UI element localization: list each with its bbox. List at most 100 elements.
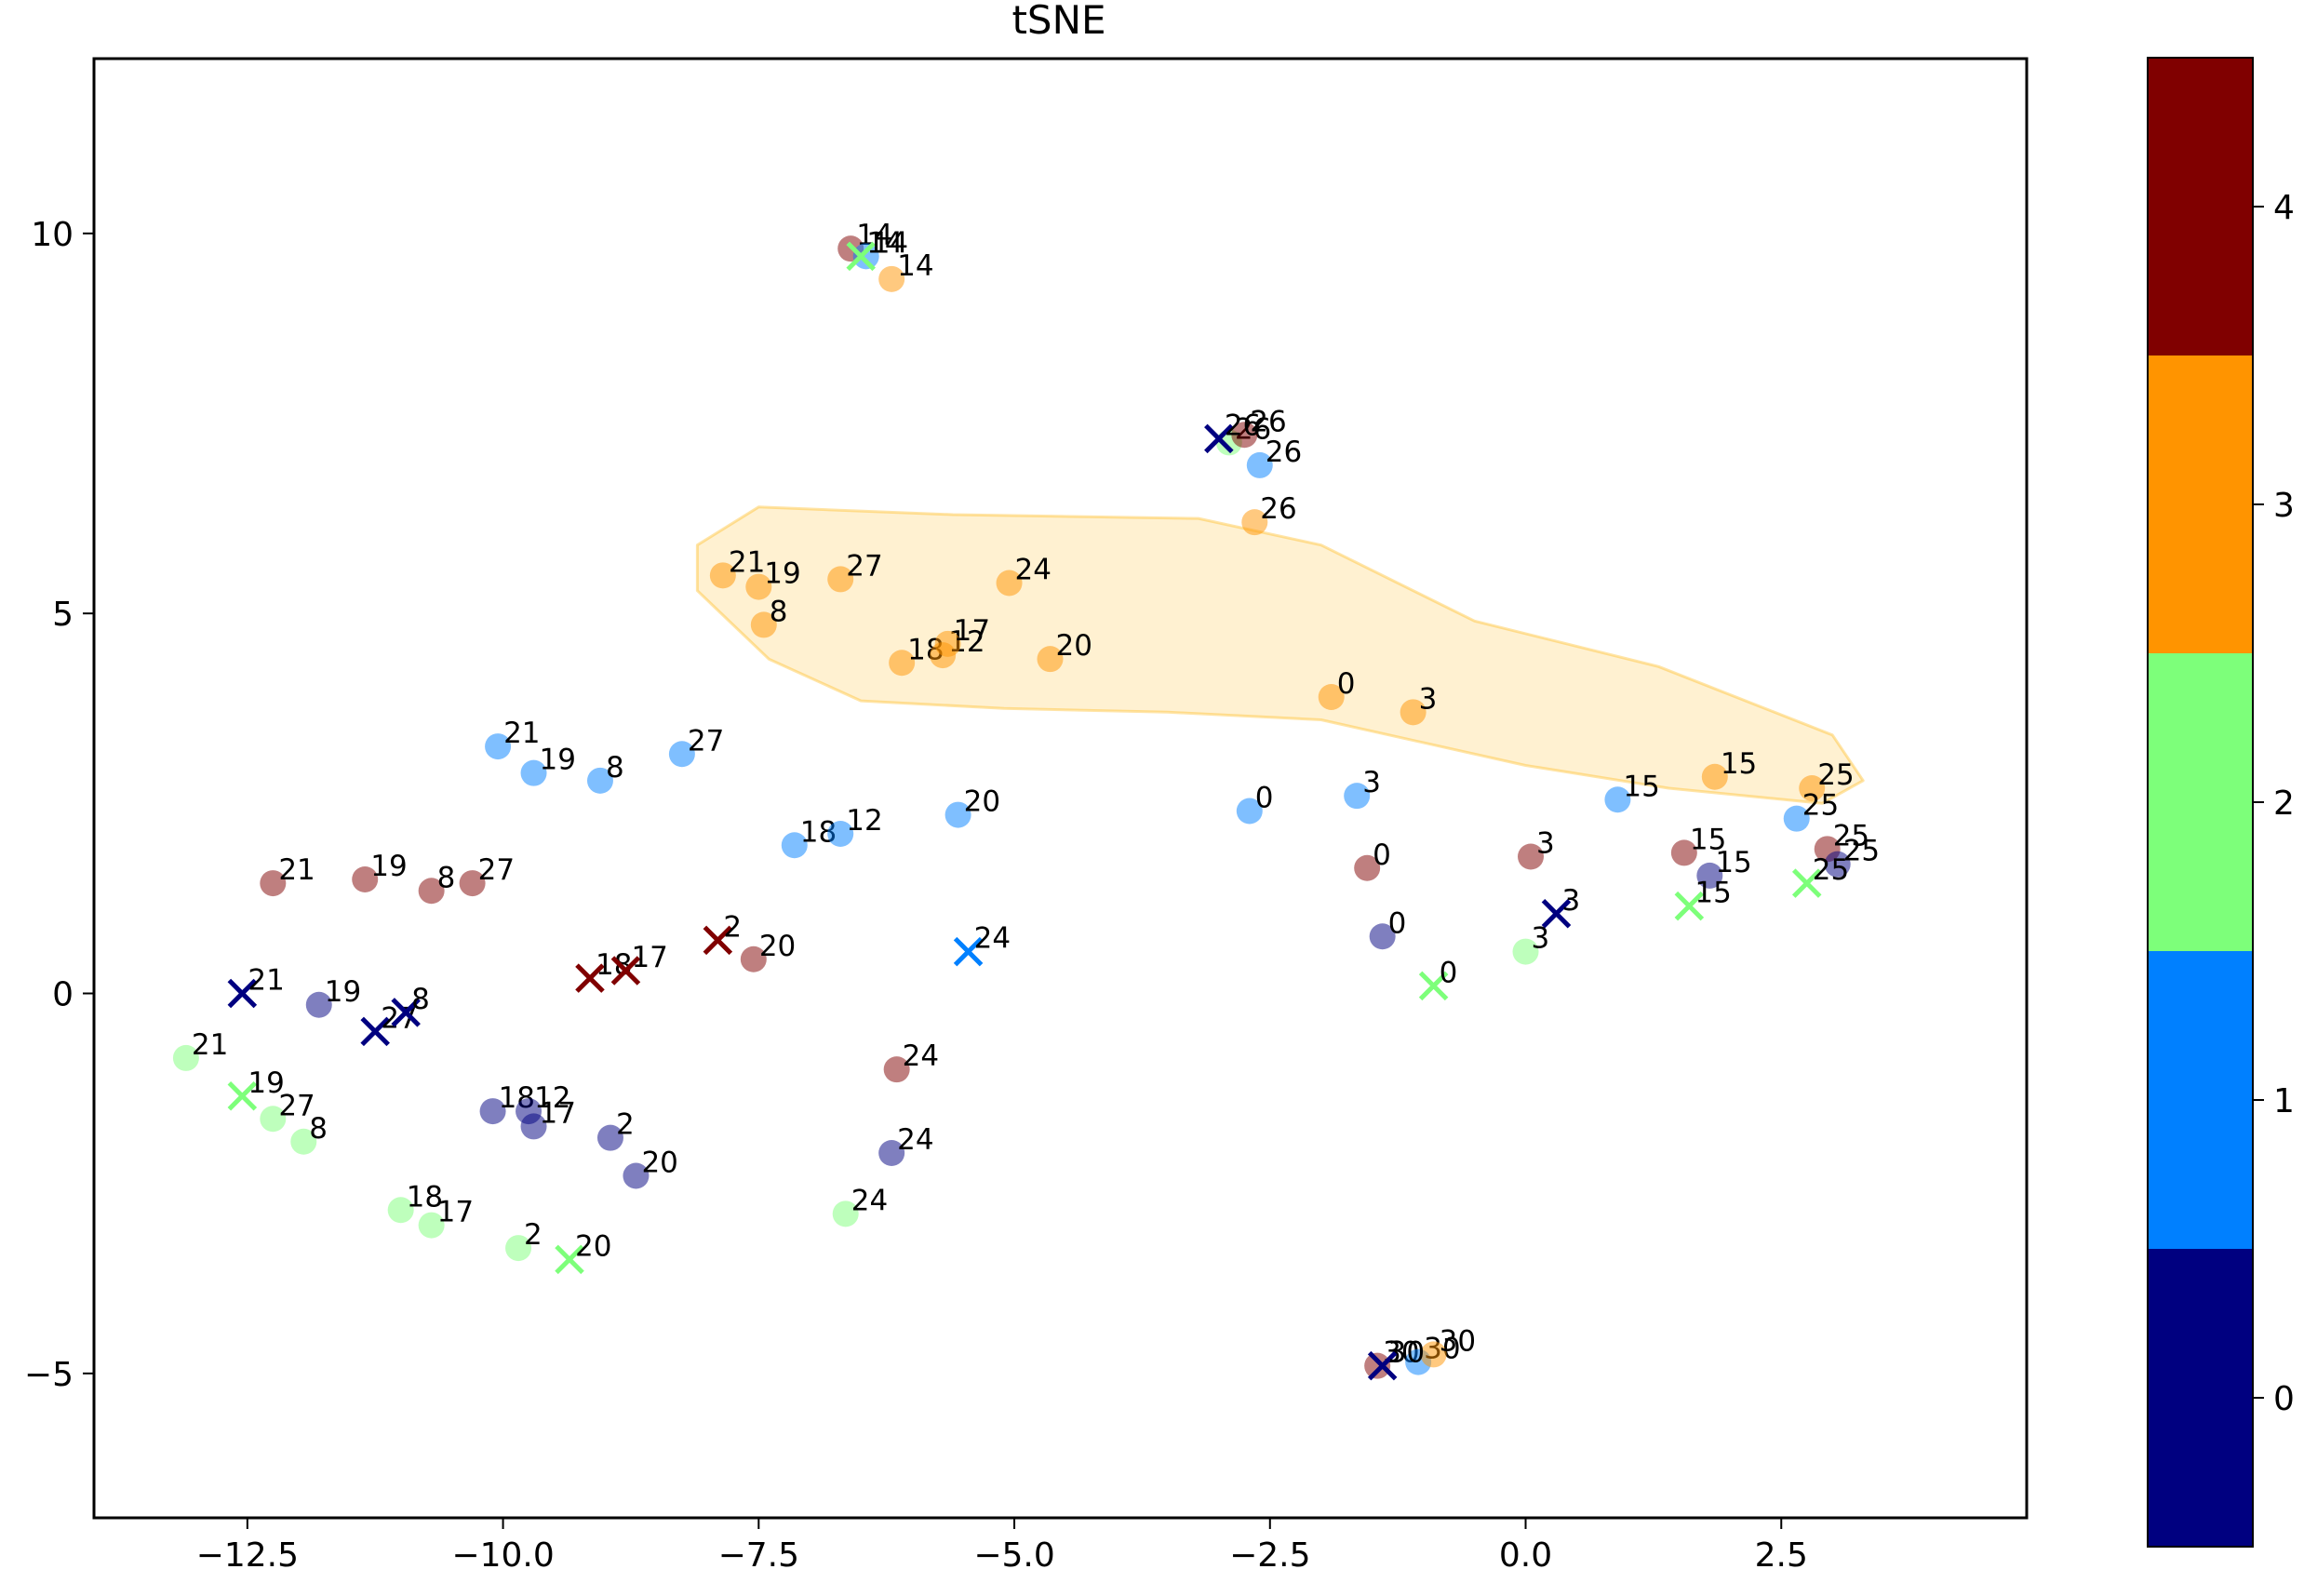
data-point (827, 821, 854, 847)
point-label: 3 (1362, 766, 1381, 799)
point-label: 2 (723, 910, 742, 944)
data-point (852, 243, 879, 270)
point-label: 25 (1817, 758, 1854, 792)
data-point (459, 870, 486, 897)
point-label: 27 (688, 724, 724, 758)
point-label: 19 (248, 1066, 284, 1100)
point-label: 0 (1255, 782, 1274, 815)
data-point-x (703, 925, 733, 956)
x-tick-label: −2.5 (1229, 1536, 1310, 1575)
point-label: 3 (1536, 827, 1555, 861)
plot-frame (92, 57, 2029, 1520)
data-point (1824, 851, 1851, 878)
x-tick-label: −12.5 (196, 1536, 299, 1575)
data-point (1318, 684, 1345, 710)
data-point-x (1367, 1350, 1398, 1381)
data-point (305, 991, 332, 1018)
data-point (1420, 1341, 1447, 1368)
data-point-x (846, 241, 876, 272)
point-label: 8 (437, 861, 456, 894)
point-label: 20 (575, 1229, 611, 1263)
data-point (878, 265, 905, 292)
data-point-x (360, 1016, 390, 1047)
axes: −12.5 −10.0 −7.5 −5.0 −2.5 0.0 2.5 −5 0 5 10 (24, 216, 1808, 1575)
plot-area: 1414141426262626262119272481812172003152… (172, 219, 1880, 1381)
point-label: 19 (325, 975, 361, 1009)
point-label: 0 (1337, 667, 1356, 701)
point-label: 19 (540, 744, 576, 777)
point-label: 21 (278, 853, 315, 887)
point-label: 8 (411, 983, 430, 1016)
data-point (260, 870, 287, 897)
data-point (889, 650, 916, 677)
point-label: 14 (897, 249, 933, 283)
point-label: 14 (866, 226, 903, 260)
colorbar: 0 1 2 3 4 (2147, 57, 2295, 1548)
data-point (709, 562, 736, 589)
data-point (1512, 938, 1539, 965)
data-point (596, 1124, 623, 1151)
data-point (172, 1044, 199, 1071)
data-point-x (391, 998, 421, 1027)
point-label: 27 (846, 549, 882, 583)
data-point (1400, 699, 1427, 726)
point-label: 25 (1833, 819, 1869, 852)
point-label: 20 (1056, 629, 1092, 663)
point-label: 15 (1690, 823, 1726, 856)
point-label: 21 (503, 717, 540, 750)
point-label: 8 (309, 1112, 328, 1146)
point-label: 24 (851, 1184, 888, 1217)
point-label: 17 (631, 941, 667, 974)
point-label: 0 (1440, 956, 1458, 989)
data-point (1354, 854, 1381, 881)
point-label: 24 (903, 1039, 939, 1073)
point-label: 19 (370, 850, 407, 883)
data-point (827, 566, 854, 593)
data-point (1037, 646, 1064, 673)
data-point (1518, 843, 1545, 870)
data-point (623, 1162, 650, 1189)
highlight-region (695, 505, 1865, 805)
data-point (479, 1098, 506, 1125)
point-label: 26 (1225, 409, 1261, 442)
point-label: 15 (1623, 770, 1659, 803)
y-tick-label: −5 (24, 1356, 74, 1394)
data-point (505, 1235, 532, 1262)
point-label: 2 (524, 1218, 543, 1252)
colorbar-tick-label: 1 (2273, 1082, 2295, 1120)
data-point (883, 1056, 910, 1083)
y-tick-label: 5 (52, 596, 74, 634)
point-label: 26 (1266, 436, 1302, 469)
data-point (668, 741, 695, 768)
point-label: 24 (897, 1123, 933, 1157)
point-label: 2 (616, 1108, 635, 1142)
data-point-x (227, 1080, 258, 1111)
data-point (996, 570, 1023, 597)
data-point (1364, 1352, 1391, 1379)
point-label: 17 (954, 614, 990, 648)
point-label: 20 (641, 1147, 677, 1180)
data-point-x (1204, 423, 1234, 454)
point-label: 25 (1802, 789, 1839, 823)
colorbar-tick-label: 2 (2273, 785, 2295, 823)
data-point (1231, 422, 1258, 449)
colorbar-segment (2148, 58, 2253, 355)
data-point-x (575, 963, 605, 993)
point-label: 30 (1388, 1336, 1425, 1370)
data-point (1701, 763, 1728, 790)
point-label: 0 (1388, 906, 1407, 940)
data-point (1236, 798, 1263, 825)
data-point-x (555, 1244, 584, 1275)
data-point-x (610, 956, 641, 986)
point-label: 27 (278, 1089, 315, 1122)
data-point (832, 1200, 859, 1227)
data-point (934, 630, 961, 657)
point-label: 27 (478, 853, 515, 887)
point-label: 15 (1695, 877, 1731, 910)
data-point-x (953, 936, 984, 967)
chart-title: tSNE (1011, 0, 1105, 43)
colorbar-tick-label: 3 (2273, 487, 2295, 525)
data-point (1604, 786, 1631, 813)
data-point (418, 878, 445, 905)
